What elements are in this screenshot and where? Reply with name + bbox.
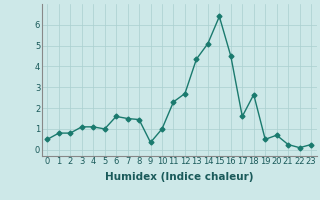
X-axis label: Humidex (Indice chaleur): Humidex (Indice chaleur) — [105, 172, 253, 182]
